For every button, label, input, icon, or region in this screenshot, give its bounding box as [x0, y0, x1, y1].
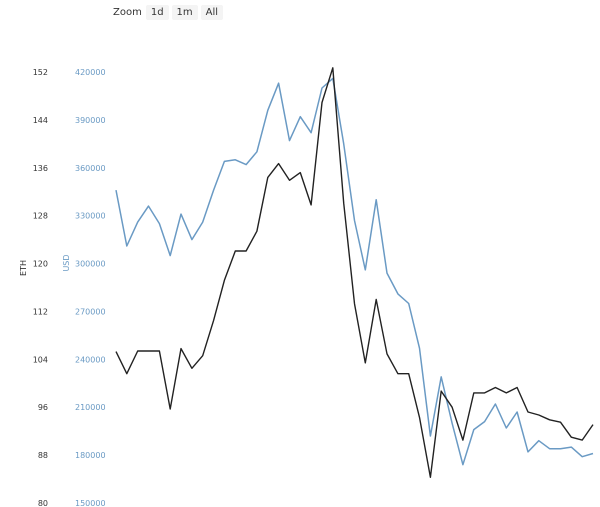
eth-tick-label: 96 — [38, 403, 48, 412]
eth-tick-label: 152 — [33, 68, 48, 77]
usd-tick-label: 180000 — [75, 451, 106, 460]
usd-tick-label: 330000 — [75, 212, 106, 221]
eth-tick-label: 144 — [33, 116, 48, 125]
usd-series-line — [115, 77, 594, 466]
usd-tick-label: 360000 — [75, 164, 106, 173]
plot-area — [115, 67, 594, 478]
eth-series-line — [115, 67, 594, 478]
zoom-all-button[interactable]: All — [200, 4, 224, 20]
usd-axis-title: USD — [62, 254, 71, 271]
zoom-1d-button[interactable]: 1d — [145, 4, 169, 20]
zoom-1m-button[interactable]: 1m — [171, 4, 198, 20]
usd-tick-label: 390000 — [75, 116, 106, 125]
zoom-label: Zoom — [113, 6, 142, 18]
eth-tick-label: 112 — [33, 307, 48, 316]
usd-tick-label: 240000 — [75, 355, 106, 364]
usd-tick-label: 300000 — [75, 260, 106, 269]
zoom-bar: Zoom 1d 1m All — [113, 4, 226, 20]
usd-axis-ticks: 420000 390000 360000 330000 300000 270000 2400… — [75, 68, 106, 507]
eth-tick-label: 120 — [33, 260, 48, 269]
eth-tick-label: 104 — [33, 355, 48, 364]
eth-axis-title: ETH — [19, 260, 28, 276]
usd-tick-label: 210000 — [75, 403, 106, 412]
eth-tick-label: 136 — [33, 164, 48, 173]
eth-tick-label: 88 — [38, 451, 48, 460]
eth-axis-ticks: 152 144 136 128 120 112 104 96 88 80 — [33, 68, 48, 507]
usd-tick-label: 150000 — [75, 499, 106, 507]
usd-tick-label: 420000 — [75, 68, 106, 77]
usd-tick-label: 270000 — [75, 307, 106, 316]
eth-tick-label: 128 — [33, 212, 48, 221]
eth-tick-label: 80 — [38, 499, 48, 507]
